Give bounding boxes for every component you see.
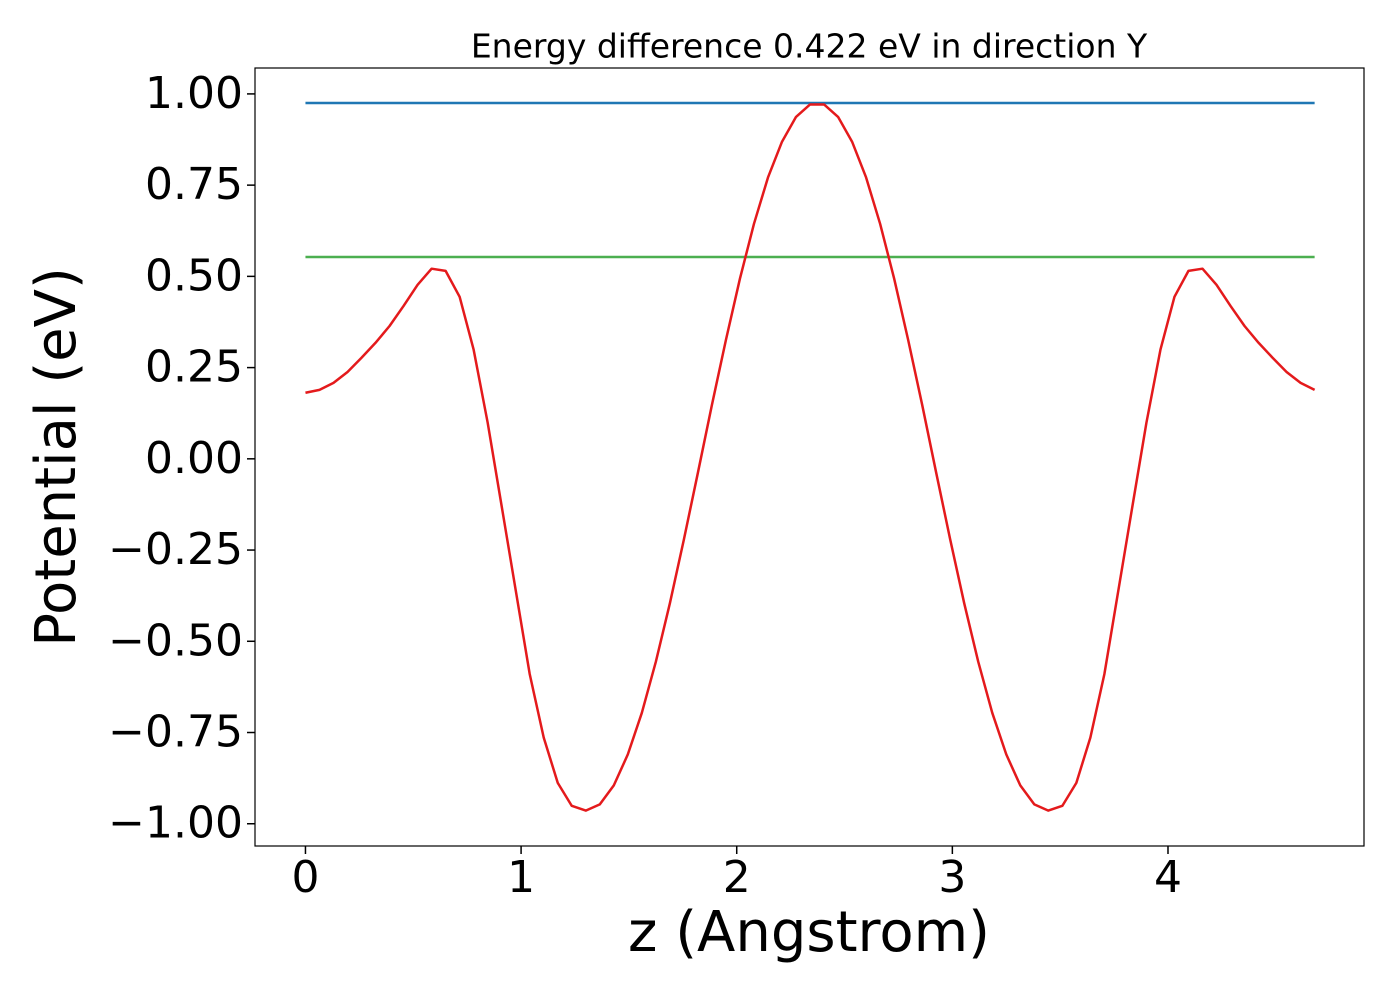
y-tick-label: 0.25 <box>145 342 243 393</box>
y-axis-label: Potential (eV) <box>24 267 89 647</box>
y-tick-label: −0.25 <box>108 524 243 575</box>
y-tick-label: 0.50 <box>145 250 243 301</box>
y-tick-label: −1.00 <box>108 798 243 849</box>
x-tick-label: 1 <box>507 852 535 903</box>
x-tick-label: 4 <box>1154 852 1182 903</box>
plot-frame <box>254 67 1365 847</box>
x-tick-label: 3 <box>938 852 966 903</box>
y-tick-label: 0.75 <box>145 159 243 210</box>
chart-title: Energy difference 0.422 eV in direction … <box>471 27 1148 66</box>
x-axis-label: z (Angstrom) <box>628 900 990 965</box>
x-tick-label: 2 <box>723 852 751 903</box>
y-tick-label: −0.50 <box>108 615 243 666</box>
y-tick-label: 0.00 <box>145 433 243 484</box>
y-tick-label: 1.00 <box>145 68 243 119</box>
x-tick-label: 0 <box>291 852 319 903</box>
y-tick-label: −0.75 <box>108 707 243 758</box>
line-series <box>305 103 1316 812</box>
